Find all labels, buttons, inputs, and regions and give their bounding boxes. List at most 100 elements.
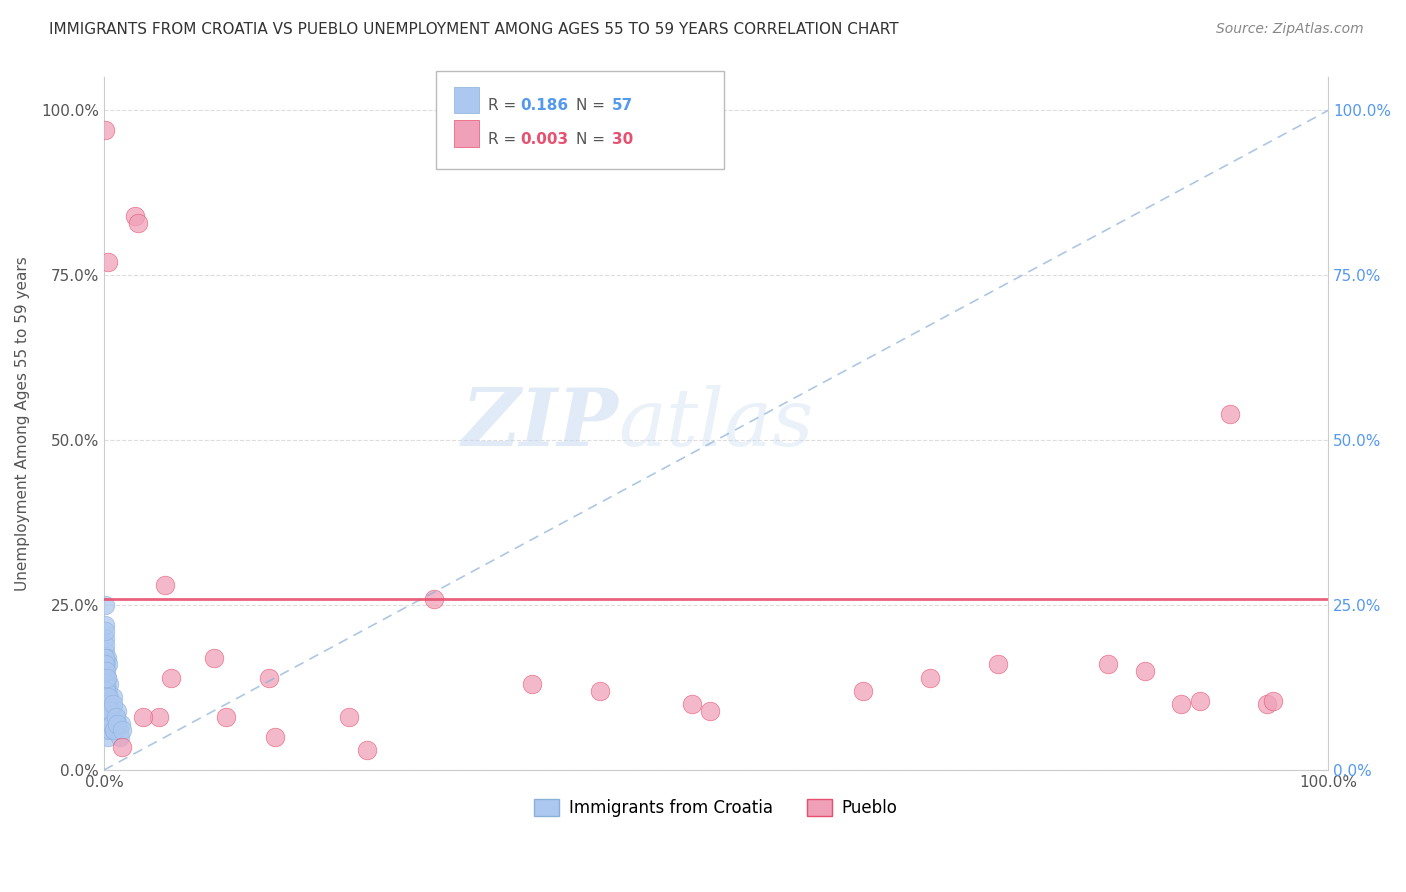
Point <box>103 723 125 738</box>
Point <box>97 697 120 711</box>
Text: 0.186: 0.186 <box>520 98 568 113</box>
Point <box>96 690 118 705</box>
Point <box>1097 657 1119 672</box>
Point <box>97 690 120 705</box>
Point <box>94 624 117 639</box>
Point <box>101 704 124 718</box>
Point <box>589 683 612 698</box>
Point <box>98 710 121 724</box>
Y-axis label: Unemployment Among Ages 55 to 59 years: Unemployment Among Ages 55 to 59 years <box>15 256 30 591</box>
Point <box>93 644 115 658</box>
Point <box>132 710 155 724</box>
Point <box>699 704 721 718</box>
Point <box>96 651 118 665</box>
Point <box>257 671 280 685</box>
Point <box>681 697 703 711</box>
Point <box>1170 697 1192 711</box>
Text: IMMIGRANTS FROM CROATIA VS PUEBLO UNEMPLOYMENT AMONG AGES 55 TO 59 YEARS CORRELA: IMMIGRANTS FROM CROATIA VS PUEBLO UNEMPL… <box>49 22 898 37</box>
Point <box>264 730 287 744</box>
Point <box>100 697 122 711</box>
Text: ZIP: ZIP <box>461 385 619 462</box>
Point <box>96 723 118 738</box>
Point <box>97 730 120 744</box>
Point <box>97 255 120 269</box>
Point <box>111 739 134 754</box>
Point <box>96 704 118 718</box>
Point <box>97 710 120 724</box>
Point <box>108 730 131 744</box>
Point <box>105 716 128 731</box>
Point <box>96 697 118 711</box>
Point <box>93 618 115 632</box>
Point <box>920 671 942 685</box>
Point <box>124 209 146 223</box>
Point <box>110 716 132 731</box>
Point <box>94 651 117 665</box>
Point <box>111 723 134 738</box>
Point <box>107 723 129 738</box>
Point <box>104 710 127 724</box>
Point <box>522 677 544 691</box>
Point <box>94 671 117 685</box>
Point <box>160 671 183 685</box>
Point <box>987 657 1010 672</box>
Point <box>94 697 117 711</box>
Text: R =: R = <box>488 98 522 113</box>
Point <box>94 123 117 137</box>
Point <box>94 664 117 678</box>
Point <box>104 710 127 724</box>
Point <box>101 697 124 711</box>
Point <box>96 683 118 698</box>
Point <box>94 657 117 672</box>
Point <box>1261 694 1284 708</box>
Point <box>97 716 120 731</box>
Legend: Immigrants from Croatia, Pueblo: Immigrants from Croatia, Pueblo <box>527 792 904 824</box>
Point <box>94 683 117 698</box>
Text: 57: 57 <box>612 98 633 113</box>
Point <box>107 704 129 718</box>
Point <box>94 638 117 652</box>
Point <box>96 671 118 685</box>
Point <box>1133 664 1156 678</box>
Point <box>94 664 117 678</box>
Point <box>356 743 378 757</box>
Point <box>94 677 117 691</box>
Point <box>94 710 117 724</box>
Point <box>1219 407 1241 421</box>
Point <box>97 657 120 672</box>
Point <box>93 598 115 612</box>
Point <box>94 631 117 645</box>
Point <box>101 690 124 705</box>
Point <box>100 716 122 731</box>
Point <box>100 704 122 718</box>
Text: N =: N = <box>576 132 610 147</box>
Point <box>94 657 117 672</box>
Point <box>852 683 875 698</box>
Point <box>105 716 128 731</box>
Point <box>1188 694 1211 708</box>
Point <box>98 723 121 738</box>
Point <box>423 591 446 606</box>
Point <box>127 215 149 229</box>
Point <box>103 723 125 738</box>
Point <box>1256 697 1278 711</box>
Point <box>100 716 122 731</box>
Point <box>97 683 120 698</box>
Point <box>215 710 238 724</box>
Point <box>153 578 176 592</box>
Text: atlas: atlas <box>619 385 814 462</box>
Point <box>148 710 170 724</box>
Text: 0.003: 0.003 <box>520 132 568 147</box>
Text: N =: N = <box>576 98 610 113</box>
Point <box>98 677 121 691</box>
Point <box>97 704 120 718</box>
Point <box>96 677 118 691</box>
Point <box>337 710 360 724</box>
Point <box>96 671 118 685</box>
Text: R =: R = <box>488 132 522 147</box>
Point <box>98 690 121 705</box>
Point <box>98 710 121 724</box>
Point <box>96 716 118 731</box>
Text: 30: 30 <box>612 132 633 147</box>
Point <box>202 651 225 665</box>
